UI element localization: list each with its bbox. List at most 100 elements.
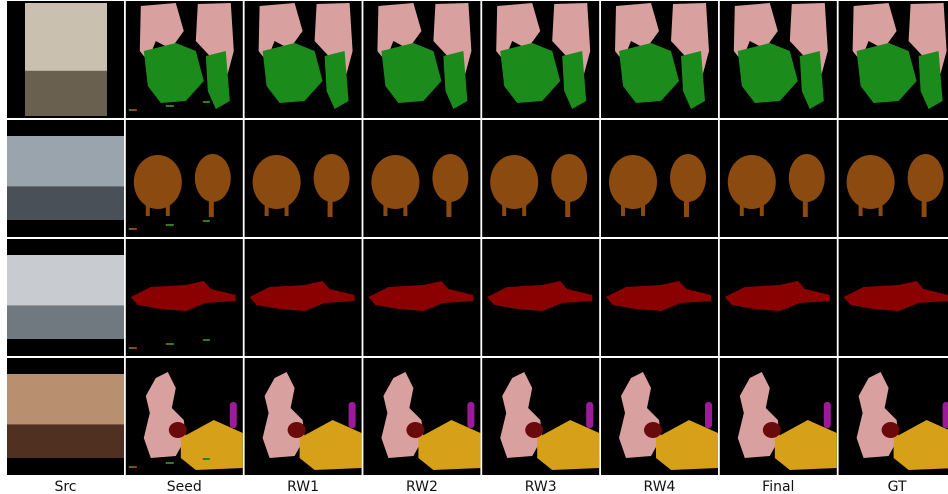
sheep-leg xyxy=(502,200,507,216)
cell xyxy=(601,358,718,475)
bottle-mask xyxy=(823,402,831,428)
sheep-mask xyxy=(432,154,469,202)
sheep-mask xyxy=(252,155,301,209)
noise-speck xyxy=(132,466,137,468)
sheep-leg xyxy=(759,200,764,216)
sheep-leg xyxy=(641,200,645,216)
sheep-mask xyxy=(788,154,825,202)
noise-speck xyxy=(205,458,210,460)
noise-speck xyxy=(169,224,174,226)
table-mask xyxy=(537,420,600,470)
bicycle-mask xyxy=(619,43,679,103)
bottle-mask xyxy=(586,402,594,428)
column-label: RW4 xyxy=(644,479,676,494)
person-mask xyxy=(852,3,897,61)
cell xyxy=(7,1,124,118)
cell xyxy=(363,239,481,356)
plane-mask xyxy=(249,281,355,311)
noise-speck xyxy=(205,101,210,103)
bicycle-mask xyxy=(681,51,705,109)
plane-mask xyxy=(368,281,474,311)
noise-speck xyxy=(132,228,137,230)
column-labels: Src Seed RW1 RW2 RW3 RW4 Final GT xyxy=(54,479,907,494)
cell xyxy=(125,1,243,118)
cell xyxy=(125,358,243,475)
cell xyxy=(601,239,718,356)
person-mask xyxy=(139,3,184,61)
chair-mask xyxy=(881,422,900,438)
cell xyxy=(719,1,837,118)
plane-mask xyxy=(724,281,830,311)
person-mask xyxy=(377,3,422,61)
cell xyxy=(244,120,362,237)
sheep-leg xyxy=(802,195,808,217)
cell xyxy=(838,120,948,237)
plane-mask xyxy=(487,281,593,311)
cell xyxy=(719,120,837,237)
sheep-leg xyxy=(165,200,170,216)
column-label: Final xyxy=(762,479,794,494)
cell xyxy=(719,358,837,475)
sheep-mask xyxy=(727,155,776,209)
column-label: RW2 xyxy=(406,479,438,494)
sheep-mask xyxy=(551,154,588,202)
chair-mask xyxy=(287,422,306,438)
noise-speck xyxy=(132,347,137,349)
bicycle-mask xyxy=(381,43,442,103)
table-mask xyxy=(893,420,948,470)
column-label: RW1 xyxy=(287,479,319,494)
cell xyxy=(363,358,481,475)
sheep-leg xyxy=(522,200,527,216)
column-label: GT xyxy=(888,479,907,494)
plane-mask xyxy=(843,281,948,311)
cell xyxy=(719,239,837,356)
noise-speck xyxy=(205,220,210,222)
sheep-mask xyxy=(313,154,350,202)
sheep-mask xyxy=(846,155,895,209)
bicycle-mask xyxy=(799,51,824,109)
cell xyxy=(244,358,362,475)
bottle-mask xyxy=(348,402,356,428)
source-photo-ground xyxy=(7,305,124,339)
column-label: Src xyxy=(54,479,76,494)
cell xyxy=(7,120,124,237)
cell xyxy=(838,1,948,118)
plane-mask xyxy=(606,281,711,311)
table-mask xyxy=(656,420,718,470)
chair-mask xyxy=(406,422,425,438)
person-mask xyxy=(258,3,303,61)
sheep-leg xyxy=(565,195,571,217)
sheep-leg xyxy=(208,195,214,217)
sheep-mask xyxy=(194,154,231,202)
cell xyxy=(125,239,243,356)
sheep-leg xyxy=(403,200,408,216)
cell xyxy=(838,358,948,475)
bicycle-mask xyxy=(562,51,587,109)
person-mask xyxy=(496,3,541,61)
cell xyxy=(838,239,948,356)
bicycle-mask xyxy=(205,51,230,109)
table-mask xyxy=(299,420,362,470)
cell xyxy=(482,120,600,237)
sheep-leg xyxy=(878,200,883,216)
sheep-leg xyxy=(284,200,289,216)
chair-mask xyxy=(762,422,781,438)
sheep-mask xyxy=(670,154,706,202)
bottle-mask xyxy=(467,402,475,428)
source-photo-ground xyxy=(25,70,107,116)
noise-speck xyxy=(169,105,174,107)
cell xyxy=(363,1,481,118)
noise-speck xyxy=(169,462,174,464)
column-label: Seed xyxy=(167,479,202,494)
bottle-mask xyxy=(942,402,948,428)
sheep-mask xyxy=(371,155,420,209)
bicycle-mask xyxy=(143,43,204,103)
cell xyxy=(125,120,243,237)
sheep-leg xyxy=(264,200,269,216)
chair-mask xyxy=(525,422,544,438)
bottle-mask xyxy=(229,402,237,428)
sheep-leg xyxy=(739,200,744,216)
cell xyxy=(363,120,481,237)
